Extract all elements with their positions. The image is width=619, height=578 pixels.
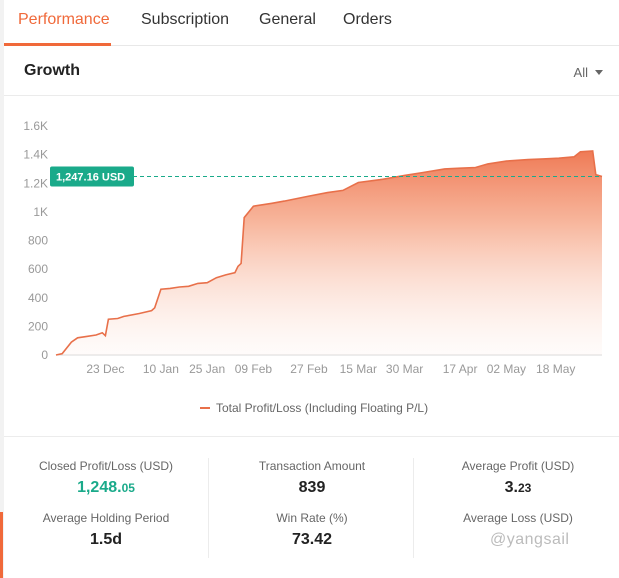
left-accent-bar	[0, 512, 3, 578]
x-axis: 23 Dec 10 Jan 25 Jan 09 Feb 27 Feb 15 Mar 30 M…	[86, 362, 575, 376]
stat-label: Transaction Amount	[258, 459, 366, 473]
stat-value: 73.42	[291, 531, 333, 548]
stat-value: 3.23	[418, 479, 618, 497]
y-tick-label: 400	[28, 291, 48, 305]
reference-label: 1,247.16 USD	[50, 166, 134, 187]
tab-performance[interactable]: Performance	[18, 11, 110, 28]
y-axis: 0 200 400 600 800 1K 1.2K 1.4K 1.6K	[23, 119, 48, 362]
legend-label: Total Profit/Loss (Including Floating P/…	[216, 401, 429, 415]
x-tick-label: 25 Jan	[189, 362, 225, 376]
area-fill	[56, 151, 602, 355]
stat-label: Win Rate (%)	[276, 511, 348, 525]
stat-label: Average Profit (USD)	[461, 459, 575, 473]
x-tick-label: 27 Feb	[290, 362, 328, 376]
stat-average-profit: Average Profit (USD) 3.23	[418, 459, 618, 497]
x-tick-label: 09 Feb	[235, 362, 273, 376]
stats-column-divider	[208, 458, 209, 558]
y-tick-label: 1.6K	[23, 119, 48, 133]
stat-value-int: 3.	[504, 479, 518, 496]
stat-transaction-amount: Transaction Amount 839	[212, 459, 412, 497]
x-tick-label: 15 Mar	[340, 362, 377, 376]
legend-swatch	[200, 407, 210, 409]
range-dropdown-value: All	[573, 65, 588, 80]
y-tick-label: 1.2K	[23, 176, 48, 190]
x-tick-label: 10 Jan	[143, 362, 179, 376]
left-border	[0, 0, 4, 578]
x-tick-label: 30 Mar	[386, 362, 423, 376]
growth-chart[interactable]: 0 200 400 600 800 1K 1.2K 1.4K 1.6K 23 Dec 10 Jan…	[4, 96, 616, 396]
series-line	[55, 150, 603, 356]
stat-value-dec: 05	[121, 481, 135, 495]
stat-value: 1,248.05	[6, 479, 206, 497]
caret-down-icon	[595, 70, 603, 75]
stat-value: 839	[298, 479, 326, 496]
y-tick-label: 0	[41, 348, 48, 362]
stat-win-rate: Win Rate (%) 73.42	[212, 511, 412, 549]
stat-average-loss: Average Loss (USD)	[418, 511, 618, 525]
reference-label-text: 1,247.16 USD	[56, 172, 125, 184]
x-tick-label: 23 Dec	[86, 362, 124, 376]
y-tick-label: 800	[28, 234, 48, 248]
stat-value-dec: 23	[517, 481, 532, 495]
stat-label: Average Loss (USD)	[463, 511, 573, 525]
y-tick-label: 1.4K	[23, 148, 48, 162]
stat-label: Closed Profit/Loss (USD)	[38, 459, 174, 473]
x-tick-label: 17 Apr	[443, 362, 478, 376]
tab-bar: Performance Subscription General Orders	[4, 0, 619, 46]
stat-average-holding: Average Holding Period 1.5d	[6, 511, 206, 549]
stat-label: Average Holding Period	[42, 511, 170, 525]
tab-subscription[interactable]: Subscription	[141, 11, 230, 28]
x-tick-label: 02 May	[487, 362, 526, 376]
reference-label-box	[50, 166, 134, 187]
y-tick-label: 1K	[33, 205, 48, 219]
y-tick-label: 200	[28, 319, 48, 333]
stats-column-divider	[413, 458, 414, 558]
x-tick-label: 18 May	[536, 362, 575, 376]
range-dropdown[interactable]: All	[574, 65, 603, 80]
watermark: @yangsail	[490, 531, 570, 548]
stat-value-int: 1,248.	[77, 479, 122, 496]
y-tick-label: 600	[28, 262, 48, 276]
chart-legend[interactable]: Total Profit/Loss (Including Floating P/…	[200, 401, 428, 415]
growth-header: Growth All	[4, 46, 619, 96]
tab-general[interactable]: General	[259, 11, 316, 28]
stats-divider	[4, 436, 619, 437]
stat-value: 1.5d	[89, 531, 122, 548]
stat-closed-profit: Closed Profit/Loss (USD) 1,248.05	[6, 459, 206, 497]
active-tab-indicator	[4, 43, 111, 46]
tab-orders[interactable]: Orders	[343, 11, 392, 28]
growth-title: Growth	[24, 62, 80, 79]
